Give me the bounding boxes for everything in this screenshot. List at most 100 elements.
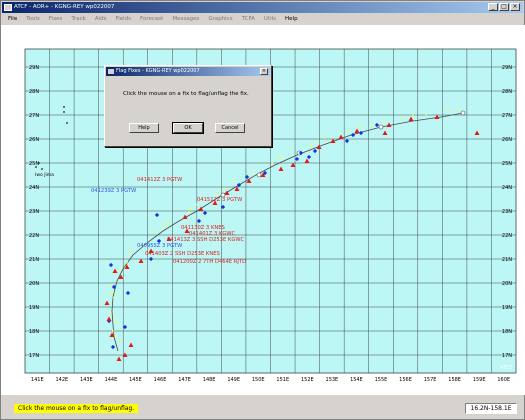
dialog-title-bar[interactable]: Flag Fixes - KGNG-REY wp022007 × xyxy=(106,67,270,76)
fix-marker-red[interactable] xyxy=(116,356,122,362)
satellite-fix-yellow[interactable] xyxy=(161,226,164,228)
fix-marker-blue[interactable] xyxy=(312,148,318,154)
menu-fields[interactable]: Fields xyxy=(115,15,132,22)
fix-marker-blue[interactable] xyxy=(156,238,162,244)
satellite-fix-yellow[interactable] xyxy=(166,225,168,227)
fix-marker-red[interactable] xyxy=(166,236,172,242)
satellite-fix-yellow[interactable] xyxy=(189,208,192,210)
help-button[interactable]: Help xyxy=(129,123,159,133)
fix-marker-red[interactable] xyxy=(182,214,188,220)
fix-marker-red[interactable] xyxy=(109,332,115,338)
menu-fixes[interactable]: Fixes xyxy=(48,15,63,22)
fix-marker-red[interactable] xyxy=(246,178,252,184)
fix-marker-red[interactable] xyxy=(386,122,392,128)
satellite-fix-yellow[interactable] xyxy=(114,335,116,337)
fix-marker-blue[interactable] xyxy=(154,212,160,218)
maximize-button[interactable]: □ xyxy=(499,3,509,11)
title-bar[interactable]: ATCF - AOR+ - KGNG-REY wp022007 _ □ × xyxy=(2,2,523,13)
satellite-fix-yellow[interactable] xyxy=(109,312,112,314)
satellite-fix-yellow[interactable] xyxy=(223,188,225,191)
menu-help[interactable]: Help xyxy=(285,15,298,22)
satellite-fix-yellow[interactable] xyxy=(112,330,114,332)
fix-marker-red[interactable] xyxy=(128,342,134,348)
fix-marker-blue[interactable] xyxy=(262,170,268,176)
fix-marker-red[interactable] xyxy=(434,114,440,120)
fix-marker-red[interactable] xyxy=(198,206,204,212)
cancel-button[interactable]: Cancel xyxy=(215,123,245,133)
menu-file[interactable]: File xyxy=(8,15,18,22)
satellite-fix-yellow[interactable] xyxy=(126,261,128,264)
satellite-fix-yellow[interactable] xyxy=(447,109,449,111)
fix-marker-blue[interactable] xyxy=(344,138,350,144)
fix-marker-red[interactable] xyxy=(112,268,118,274)
menu-tools[interactable]: Tools xyxy=(26,15,40,22)
fix-marker-blue[interactable] xyxy=(220,204,226,210)
fix-marker-red[interactable] xyxy=(106,316,112,322)
fix-marker-red[interactable] xyxy=(338,134,344,140)
fix-marker-red[interactable] xyxy=(212,200,218,206)
fix-marker-red[interactable] xyxy=(260,172,266,178)
fix-marker-red[interactable] xyxy=(354,128,360,134)
fix-marker-red[interactable] xyxy=(104,300,110,306)
satellite-fix-yellow[interactable] xyxy=(109,286,111,288)
fix-marker-blue[interactable] xyxy=(350,132,356,138)
satellite-fix-yellow[interactable] xyxy=(314,141,316,143)
fix-marker-blue[interactable] xyxy=(358,130,364,136)
satellite-fix-yellow[interactable] xyxy=(141,243,143,245)
satellite-fix-yellow[interactable] xyxy=(400,117,403,119)
dialog-close-button[interactable]: × xyxy=(260,68,268,75)
menu-utils[interactable]: Utils xyxy=(263,15,277,22)
fix-marker-blue[interactable] xyxy=(306,154,312,160)
menu-aids[interactable]: Aids xyxy=(94,15,107,22)
minimize-button[interactable]: _ xyxy=(488,3,498,11)
satellite-fix-yellow[interactable] xyxy=(281,155,283,157)
fix-marker-red[interactable] xyxy=(408,116,414,122)
fix-marker-red[interactable] xyxy=(184,228,190,234)
satellite-fix-yellow[interactable] xyxy=(112,296,115,299)
satellite-fix-yellow[interactable] xyxy=(188,211,190,213)
satellite-fix-yellow[interactable] xyxy=(232,180,234,182)
fix-marker-blue[interactable] xyxy=(294,156,300,162)
fix-marker-blue[interactable] xyxy=(298,150,304,156)
fix-marker-blue[interactable] xyxy=(244,174,250,180)
satellite-fix-yellow[interactable] xyxy=(358,126,360,129)
satellite-fix-yellow[interactable] xyxy=(151,230,154,232)
satellite-fix-yellow[interactable] xyxy=(278,158,280,160)
fix-marker-red[interactable] xyxy=(148,248,154,254)
satellite-fix-yellow[interactable] xyxy=(196,203,198,206)
menu-forecast[interactable]: Forecast xyxy=(140,15,164,22)
fix-marker-red[interactable] xyxy=(382,130,388,136)
fix-marker-red[interactable] xyxy=(304,158,310,164)
menu-messages[interactable]: Messages xyxy=(172,15,200,22)
fix-marker-blue[interactable] xyxy=(202,210,208,216)
satellite-fix-yellow[interactable] xyxy=(310,144,312,146)
fix-marker-red[interactable] xyxy=(290,162,296,168)
menu-track[interactable]: Track xyxy=(71,15,86,22)
satellite-fix-yellow[interactable] xyxy=(271,162,274,164)
satellite-fix-yellow[interactable] xyxy=(119,339,122,342)
track-position-marker[interactable] xyxy=(378,124,384,130)
fix-marker-red[interactable] xyxy=(234,186,240,192)
satellite-fix-yellow[interactable] xyxy=(323,137,326,139)
menu-graphics[interactable]: Graphics xyxy=(208,15,233,22)
satellite-fix-yellow[interactable] xyxy=(425,113,427,116)
satellite-fix-yellow[interactable] xyxy=(112,291,114,293)
satellite-fix-yellow[interactable] xyxy=(115,321,117,324)
satellite-fix-yellow[interactable] xyxy=(412,114,414,117)
satellite-fix-yellow[interactable] xyxy=(254,169,256,171)
fix-marker-red[interactable] xyxy=(278,166,284,172)
satellite-fix-yellow[interactable] xyxy=(124,266,126,269)
ok-button[interactable]: OK xyxy=(172,122,204,134)
fix-marker-red[interactable] xyxy=(224,190,230,196)
fix-marker-blue[interactable] xyxy=(236,182,242,188)
satellite-fix-yellow[interactable] xyxy=(372,124,374,126)
satellite-fix-yellow[interactable] xyxy=(204,198,206,200)
satellite-fix-yellow[interactable] xyxy=(109,292,111,295)
satellite-fix-yellow[interactable] xyxy=(117,270,120,272)
fix-marker-red[interactable] xyxy=(122,352,128,358)
satellite-fix-yellow[interactable] xyxy=(215,194,218,196)
satellite-fix-yellow[interactable] xyxy=(458,108,461,110)
fix-marker-red[interactable] xyxy=(474,130,480,136)
satellite-fix-yellow[interactable] xyxy=(132,246,134,249)
satellite-fix-yellow[interactable] xyxy=(347,130,349,132)
